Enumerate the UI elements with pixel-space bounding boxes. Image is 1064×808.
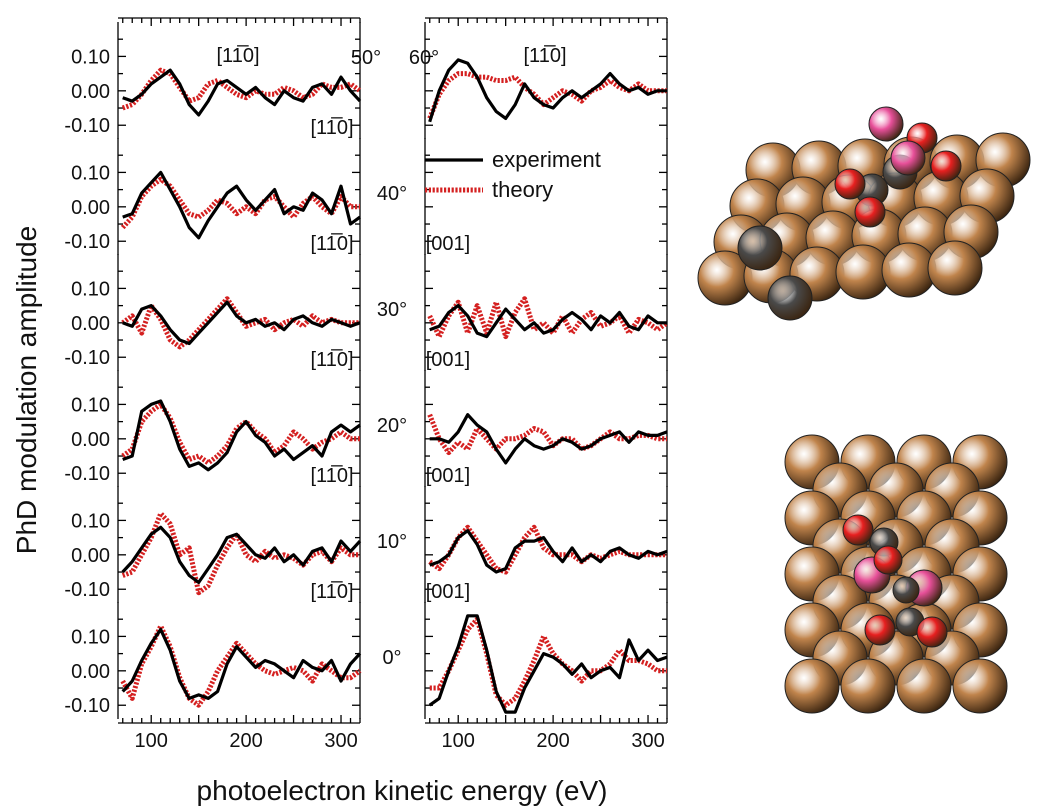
oxygen-atom [930, 150, 962, 182]
direction-label-top: [11̅0] [524, 44, 567, 67]
legend: experiment theory [425, 147, 601, 202]
y-tick-label: 0.10 [71, 510, 110, 532]
polar-angle-label: 40° [377, 183, 407, 205]
series-experiment-line [122, 300, 361, 346]
series-experiment-line [428, 58, 667, 123]
direction-label-bottom: [11̅0] [311, 580, 354, 603]
polar-angle-label: 30° [377, 299, 407, 321]
y-tick-label: 0.10 [71, 278, 110, 300]
panel-right-0: [11̅0] [424, 17, 668, 139]
oxygen-atom [842, 514, 874, 546]
x-tick-label: 300 [631, 730, 664, 752]
panel-right-3: [001] [424, 370, 668, 487]
legend-experiment-label: experiment [492, 147, 601, 172]
direction-label-bottom: [001] [426, 233, 470, 255]
series-theory-line [429, 616, 667, 708]
y-tick-label: 0.00 [71, 661, 110, 683]
series-experiment-line [122, 170, 361, 240]
substrate-edge-atom [767, 275, 813, 321]
series-theory-line [121, 296, 360, 350]
direction-label-bottom: [001] [426, 349, 470, 371]
copper-atom [952, 658, 1008, 714]
y-tick-label: 0.00 [71, 429, 110, 451]
direction-label-bottom: [001] [426, 465, 470, 487]
oxygen-atom [873, 545, 903, 575]
y-tick-label: -0.10 [64, 695, 110, 717]
panel-right-4: [001] [424, 486, 668, 603]
series-theory-line [427, 71, 667, 120]
x-tick-label: 100 [442, 730, 475, 752]
copper-atom [927, 240, 983, 296]
direction-label-bottom: [11̅0] [311, 116, 354, 139]
legend-theory-label: theory [492, 177, 553, 202]
polar-angle-label: 50° [351, 47, 381, 69]
panel-left-4: 0.10 0.00 -0.10 [11̅0] [64, 486, 362, 603]
hydrogen-atom [868, 106, 904, 142]
series-experiment-line [429, 529, 668, 574]
series-experiment-line [429, 413, 668, 465]
panel-right-2: [001] [424, 254, 669, 371]
y-axis-title: PhD modulation amplitude [11, 226, 42, 554]
panel-left-1: 0.10 0.00 -0.10 [11̅0] [64, 138, 361, 255]
y-tick-label: 0.00 [71, 545, 110, 567]
y-tick-label: 0.10 [71, 394, 110, 416]
x-tick-label: 100 [135, 730, 168, 752]
y-tick-label: 0.10 [71, 626, 110, 648]
oxygen-atom [864, 614, 896, 646]
copper-atom [840, 658, 896, 714]
panel-left-5: 100 200 300 0.10 0.00 -0.10 [64, 602, 362, 752]
polar-angle-label-right: 60° [409, 47, 439, 69]
direction-label-bottom: [001] [426, 581, 470, 603]
panel-left-3: 0.10 0.00 -0.10 [11̅0] [64, 370, 361, 487]
direction-label-bottom: [11̅0] [311, 232, 354, 255]
y-tick-label: -0.10 [64, 115, 110, 137]
panel-right-5: 100 200 300 [424, 602, 668, 752]
x-tick-label: 300 [324, 730, 357, 752]
y-tick-label: -0.10 [64, 579, 110, 601]
y-tick-label: 0.00 [71, 81, 110, 103]
series-experiment-line [122, 399, 361, 472]
y-tick-label: 0.10 [71, 162, 110, 184]
panel-left-0: 0.10 0.00 -0.10 [11̅0] [11̅0] [64, 17, 362, 139]
series-experiment-line [121, 627, 362, 700]
y-tick-label: -0.10 [64, 347, 110, 369]
series-theory-line [428, 524, 667, 575]
series-theory-line [427, 296, 669, 340]
series-theory-line [120, 623, 362, 708]
series-experiment-line [122, 68, 362, 117]
oxygen-atom [854, 196, 886, 228]
direction-label-bottom: [11̅0] [311, 348, 354, 371]
x-axis-title: photoelectron kinetic energy (eV) [197, 775, 608, 806]
adsorption-model-perspective [697, 106, 1031, 321]
series-theory-line [120, 176, 360, 230]
polar-angle-label: 0° [382, 647, 401, 669]
direction-label-top: [11̅0] [217, 44, 260, 67]
y-tick-label: 0.00 [71, 313, 110, 335]
polar-angle-label: 20° [377, 415, 407, 437]
x-tick-label: 200 [229, 730, 262, 752]
y-tick-label: 0.10 [71, 46, 110, 68]
adsorption-model-top-view [784, 434, 1008, 714]
y-tick-label: 0.00 [71, 197, 110, 219]
copper-atom [784, 658, 840, 714]
panel-right-1: [001] [424, 138, 668, 255]
oxygen-atom [834, 168, 866, 200]
series-experiment-line [429, 304, 667, 339]
polar-angle-label: 10° [377, 531, 407, 553]
series-theory-line [121, 511, 360, 596]
panel-left-2: 0.10 0.00 -0.10 [11̅0] [64, 254, 361, 371]
x-tick-label: 200 [536, 730, 569, 752]
direction-label-bottom: [11̅0] [311, 464, 354, 487]
y-tick-label: -0.10 [64, 231, 110, 253]
hydrogen-atom [890, 140, 926, 176]
oxygen-atom [916, 616, 948, 648]
series-experiment-line [121, 525, 362, 584]
series-experiment-line [428, 614, 668, 714]
substrate-edge-atom [737, 225, 783, 271]
carbon-atom [892, 576, 920, 604]
y-tick-label: -0.10 [64, 463, 110, 485]
copper-atom [896, 658, 952, 714]
plot-grid: 0.10 0.00 -0.10 [11̅0] [11̅0] [11̅0] 50° 60° 0.1… [64, 17, 669, 752]
